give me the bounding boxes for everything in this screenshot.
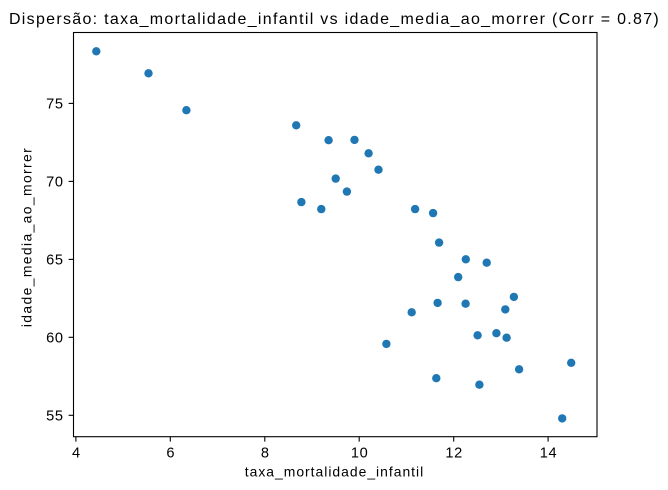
svg-text:6: 6 — [166, 446, 175, 462]
svg-text:12: 12 — [445, 446, 462, 462]
svg-text:Dispersão: taxa_mortalidade_in: Dispersão: taxa_mortalidade_infantil vs … — [9, 11, 660, 28]
svg-text:8: 8 — [261, 446, 270, 462]
svg-text:10: 10 — [351, 446, 368, 462]
svg-text:idade_media_ao_morrer: idade_media_ao_morrer — [19, 147, 35, 327]
svg-text:60: 60 — [46, 331, 63, 347]
svg-text:75: 75 — [46, 97, 63, 113]
svg-text:55: 55 — [46, 409, 63, 425]
svg-text:70: 70 — [46, 175, 63, 191]
svg-text:14: 14 — [540, 446, 557, 462]
svg-text:4: 4 — [72, 446, 81, 462]
svg-text:taxa_mortalidade_infantil: taxa_mortalidade_infantil — [245, 464, 424, 480]
svg-text:65: 65 — [46, 253, 63, 269]
